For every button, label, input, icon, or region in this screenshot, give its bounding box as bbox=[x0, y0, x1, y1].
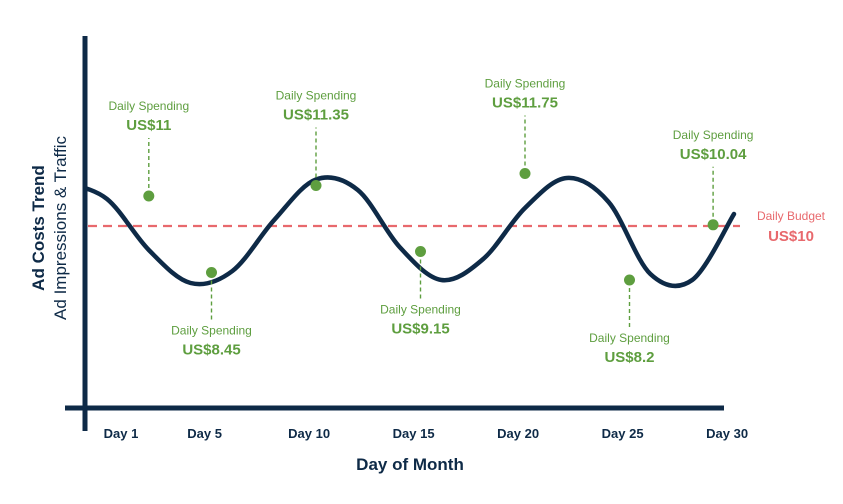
spending-point bbox=[707, 219, 719, 231]
spending-label: Daily Spending bbox=[108, 99, 189, 113]
spending-label: Daily Spending bbox=[485, 77, 566, 91]
y-axis-title-main: Ad Costs Trend bbox=[29, 165, 48, 291]
spending-point bbox=[415, 246, 426, 257]
trend-line-group bbox=[87, 175, 737, 289]
spending-label: Daily Spending bbox=[380, 303, 461, 317]
trend-line bbox=[87, 175, 737, 289]
spending-label: Daily Spending bbox=[276, 89, 357, 103]
spending-value: US$11 bbox=[126, 117, 171, 134]
x-tick-label: Day 5 bbox=[187, 426, 222, 441]
spending-point bbox=[310, 180, 322, 191]
y-axis-title-sub: Ad Impressions & Traffic bbox=[51, 136, 70, 320]
spending-point bbox=[624, 274, 635, 286]
spending-point bbox=[206, 267, 217, 278]
spending-value: US$9.15 bbox=[391, 321, 449, 338]
spending-point bbox=[143, 190, 155, 202]
x-tick-label: Day 10 bbox=[288, 426, 330, 441]
y-axis-title: Ad Costs Trend Ad Impressions & Traffic bbox=[29, 136, 70, 320]
spending-value: US$8.2 bbox=[604, 349, 654, 366]
spending-value: US$11.35 bbox=[283, 107, 349, 124]
axes bbox=[65, 36, 724, 431]
x-tick-labels: Day 1 Day 5 Day 10 Day 15 Day 20 Day 25 Day 30 bbox=[104, 426, 748, 441]
spending-value: US$10.04 bbox=[680, 146, 747, 163]
x-tick-label: Day 15 bbox=[393, 426, 435, 441]
spending-label: Daily Spending bbox=[589, 331, 670, 345]
x-tick-label: Day 25 bbox=[602, 426, 644, 441]
budget-line-group: Daily Budget US$10 bbox=[88, 209, 826, 245]
spending-value: US$8.45 bbox=[182, 342, 240, 359]
spending-label: Daily Spending bbox=[673, 128, 754, 142]
x-tick-label: Day 30 bbox=[706, 426, 748, 441]
budget-label: Daily Budget bbox=[757, 209, 826, 223]
x-tick-label: Day 1 bbox=[104, 426, 139, 441]
spending-points-group: Daily Spending US$11 Daily Spending US$8.45… bbox=[108, 77, 753, 367]
x-axis-title: Day of Month bbox=[356, 455, 464, 474]
budget-value: US$10 bbox=[768, 228, 814, 245]
spending-value: US$11.75 bbox=[492, 95, 558, 112]
spending-point bbox=[519, 168, 531, 179]
x-tick-label: Day 20 bbox=[497, 426, 539, 441]
spending-label: Daily Spending bbox=[171, 324, 252, 338]
